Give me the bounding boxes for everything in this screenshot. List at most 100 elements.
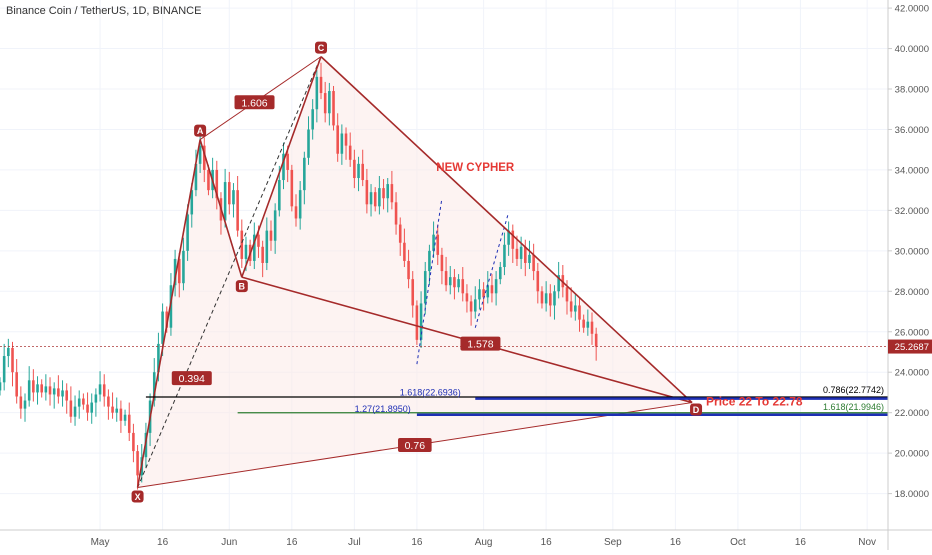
candle-body [19,396,23,409]
candle-body [94,394,98,403]
candle-body [152,372,156,401]
candle-body [503,244,506,268]
candle-body [373,192,377,207]
candle-body [157,343,160,373]
price-target-annotation: Price 22 To 22.78 [706,395,803,409]
candle-body [290,169,294,207]
candle-body [127,414,131,433]
candle-body [432,234,435,251]
candle-body [132,432,135,452]
x-tick-label: 16 [157,537,169,548]
x-tick-label: 16 [286,537,298,548]
candle-body [498,267,502,280]
candle-body [340,133,344,154]
candle-body [490,285,494,294]
level-label-1618-lower: 1.618(21.9946) [823,402,884,412]
candle-body [536,271,540,292]
candle-body [240,230,244,259]
pattern-labels: X A B C D 1.606 0.394 1.578 0.76 NEW CYPHER Price … [131,41,803,503]
candle-body [465,293,469,302]
candle-body [7,347,10,357]
pattern-point-label: D [693,405,700,415]
candle-body [73,406,77,417]
pattern-fill-triangle [137,139,242,488]
x-tick-label: 16 [541,537,553,548]
candle-body [36,384,39,393]
pattern-fill-triangle [137,277,693,488]
candle-body [369,192,373,205]
pattern-point-marker [194,124,207,137]
candle-body [15,372,18,397]
candle-body [594,333,598,347]
candle-body [282,153,285,181]
candle-body [473,299,477,312]
candle-body [448,277,452,286]
candle-body [336,125,339,154]
candle-body [261,246,264,263]
candle-body [190,190,194,215]
candle-body [390,184,394,203]
candle-body [257,234,260,247]
candle-body [269,230,273,241]
candle-body [98,384,102,395]
pattern-point-label: X [135,492,141,502]
y-tick-label: 30.0000 [895,246,929,257]
candle-body [411,279,415,306]
y-tick-label: 32.0000 [895,206,929,217]
candle-body [286,153,289,170]
candle-body [32,380,35,393]
candle-body [532,254,535,272]
candle-body [332,91,335,126]
x-tick-label: 16 [411,537,423,548]
candle-body [361,163,364,181]
pattern-point-label: B [239,282,246,292]
candle-body [0,382,2,391]
candle-body [202,145,206,170]
candle-body [394,202,398,225]
y-tick-label: 20.0000 [895,449,929,460]
candle-body [386,184,390,199]
level-label-1618-upper: 1.618(22.6936) [400,388,461,398]
candle-body [582,319,585,328]
y-tick-label: 34.0000 [895,165,929,176]
candle-body [549,293,552,306]
swing-dashed-line [474,212,510,328]
pattern-leg-CD [320,56,693,404]
candle-body [565,287,569,302]
y-axis: 18.0000 20.0000 22.0000 24.0000 26.0000 28.00… [887,0,932,550]
last-price-tag [888,339,932,354]
candle-body [319,76,323,94]
candle-body [115,408,119,413]
candle-body [403,242,406,261]
candle-body [453,277,456,288]
candle-body [86,404,89,413]
candle-body [486,285,490,298]
candle-body [586,321,590,328]
candle-body [119,408,123,421]
x-tick-label: Nov [858,537,876,548]
candle-body [244,244,248,259]
candle-body [478,289,481,300]
candle-body [2,356,6,383]
candle-body [182,250,185,284]
candle-body [265,230,269,263]
level-label-0786: 0.786(22.7742) [823,385,884,395]
candle-body [469,301,473,312]
fib-levels: 1.618(22.6936) 0.786(22.7742) 1.27(21.8950… [0,346,888,417]
candle-body [123,414,127,421]
y-tick-label: 28.0000 [895,287,929,298]
candle-body [52,388,56,395]
candle-body [344,133,348,146]
candle-body [253,234,256,261]
candle-body [423,271,427,304]
x-tick-label: May [91,537,110,548]
candle-body [365,180,369,205]
candle-body [161,311,164,344]
candle-body [457,279,460,288]
candle-body [11,347,14,373]
candle-body [177,258,181,284]
x-tick-label: Oct [730,537,746,548]
y-tick-label: 42.0000 [895,4,929,15]
